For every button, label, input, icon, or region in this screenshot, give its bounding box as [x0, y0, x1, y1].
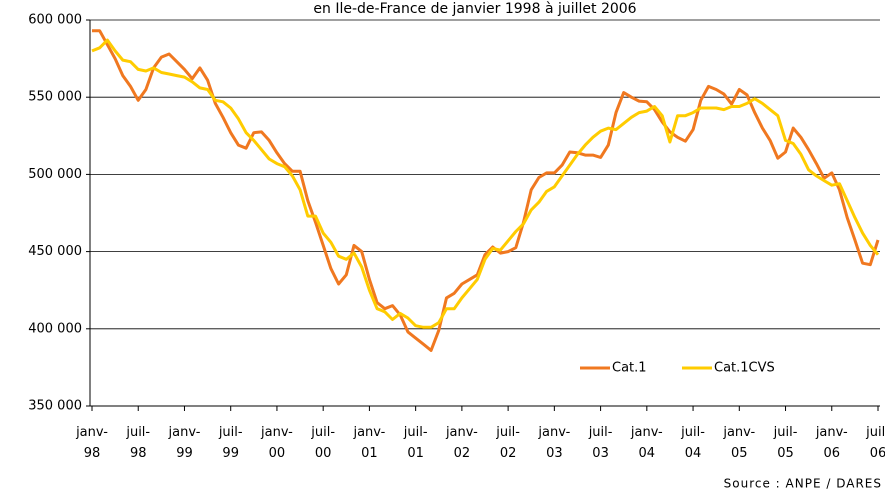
y-tick-label: 350 000 — [28, 399, 82, 414]
x-tick-label: juil-99 — [218, 425, 243, 461]
y-tick-label: 400 000 — [28, 321, 82, 336]
x-tick-label: juil-98 — [126, 425, 151, 461]
line — [91, 38, 880, 329]
x-tick-label: janv-02 — [445, 425, 478, 461]
legend-label: Cat.1CVS — [714, 361, 775, 376]
x-tick-label: juil-04 — [681, 425, 705, 461]
y-tick-label: 500 000 — [28, 167, 82, 182]
x-tick-label: janv-01 — [353, 425, 386, 461]
y-tick-label: 450 000 — [28, 244, 82, 259]
x-tick-label: juil-02 — [496, 425, 520, 461]
line — [92, 29, 880, 352]
x-tick-label: janv-05 — [723, 425, 756, 461]
chart-title: en Ile-de-France de janvier 1998 à juill… — [313, 1, 636, 17]
x-tick-label: janv-03 — [538, 425, 571, 461]
x-tick-label: juil-01 — [403, 425, 428, 461]
x-tick-label: juil-05 — [773, 425, 798, 461]
y-tick-label: 600 000 — [28, 13, 82, 28]
x-tick-label: janv-00 — [261, 425, 293, 461]
x-tick-label: janv-99 — [168, 425, 201, 461]
legend-label: Cat.1 — [612, 361, 647, 376]
x-tick-label: janv-98 — [76, 425, 108, 461]
x-tick-label: juil-00 — [311, 425, 336, 461]
x-tick-label: janv-06 — [815, 425, 848, 461]
x-tick-label: janv-04 — [630, 425, 663, 461]
x-tick-label: juil-03 — [588, 425, 613, 461]
y-tick-label: 550 000 — [28, 90, 82, 105]
source: Source : ANPE / DARES — [724, 477, 882, 491]
x-tick-label: juil-06 — [866, 425, 885, 461]
